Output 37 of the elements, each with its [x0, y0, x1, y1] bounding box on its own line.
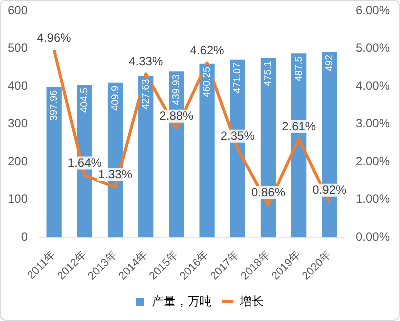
data-label: 439.93	[171, 74, 182, 106]
data-label: 4.33%	[129, 54, 164, 69]
data-label: 471.07	[232, 62, 244, 94]
data-label: 475.1	[263, 60, 274, 86]
data-label: 4.62%	[190, 44, 225, 58]
y2-tick-label: 5.00%	[356, 41, 390, 56]
y-tick-label: 0	[21, 230, 28, 244]
y-tick-label: 500	[8, 41, 28, 56]
y-tick-label: 300	[8, 116, 28, 131]
legend-label: 增长	[239, 294, 264, 308]
data-label: 404.5	[80, 88, 91, 113]
y2-tick-label: 2.00%	[356, 154, 390, 168]
y-tick-label: 100	[8, 192, 28, 206]
data-label: 460.25	[202, 66, 214, 98]
y-tick-label: 200	[8, 154, 28, 168]
y2-tick-label: 3.00%	[356, 116, 390, 131]
data-label: 427.63	[140, 78, 152, 110]
y2-tick-label: 0.00%	[356, 230, 390, 244]
data-label: 0.86%	[251, 185, 286, 200]
data-label: 492	[324, 54, 336, 72]
data-label: 2.88%	[160, 109, 194, 124]
data-label: 397.96	[49, 90, 60, 122]
y-tick-label: 600	[8, 4, 28, 18]
legend-label: 产量，万吨	[152, 294, 212, 308]
y2-tick-label: 6.00%	[356, 4, 390, 18]
y2-tick-label: 1.00%	[356, 192, 390, 206]
data-label: 409.9	[110, 85, 122, 111]
data-label: 1.33%	[98, 168, 133, 182]
y2-tick-label: 4.00%	[356, 78, 390, 93]
data-label: 487.5	[294, 56, 305, 82]
data-label: 1.64%	[68, 156, 102, 170]
data-label: 0.92%	[312, 183, 348, 198]
y-tick-label: 400	[8, 78, 28, 93]
bar	[200, 64, 215, 238]
data-label: 2.35%	[220, 129, 256, 144]
data-label: 4.96%	[37, 30, 72, 45]
data-label: 2.61%	[282, 119, 316, 134]
